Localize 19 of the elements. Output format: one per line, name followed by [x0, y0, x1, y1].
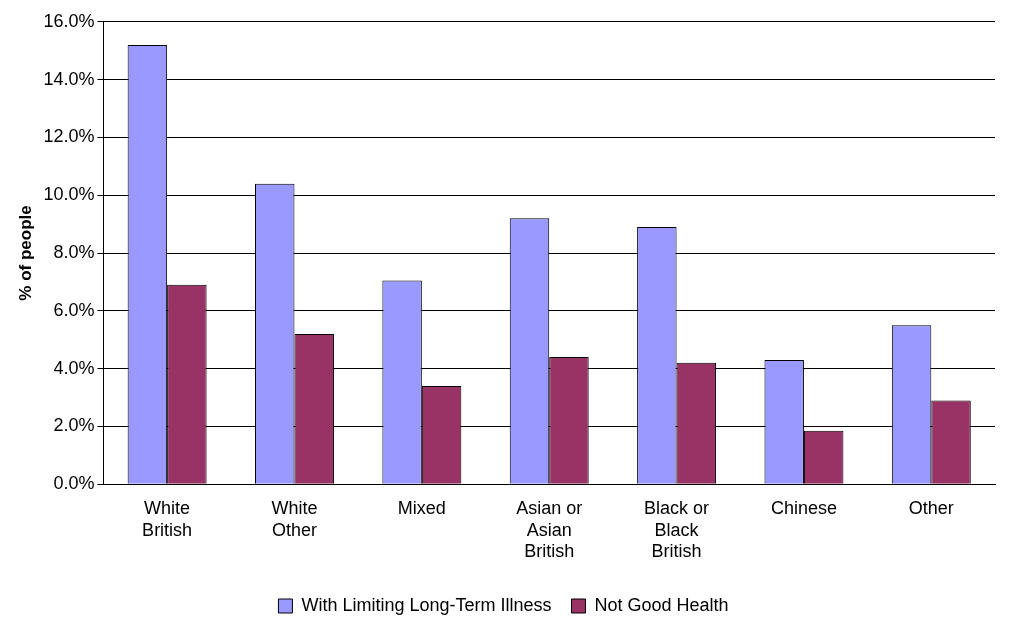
y-tick-label: 6.0%	[53, 299, 95, 320]
x-tick-label: White Other	[271, 497, 318, 540]
y-tick-label: 16.0%	[43, 10, 95, 31]
y-tick-label: 4.0%	[53, 357, 95, 378]
y-tick-label: 12.0%	[43, 126, 95, 147]
x-tick-label: Asian or Asian British	[516, 497, 583, 562]
y-tick-label: 2.0%	[53, 415, 95, 436]
x-tick-label: Other	[908, 497, 954, 518]
y-tick-label: 0.0%	[53, 473, 95, 494]
x-tick-label: Black or Black British	[644, 497, 710, 562]
x-tick-label: Chinese	[770, 497, 837, 518]
legend-label: With Limiting Long-Term Illness	[301, 594, 552, 615]
y-tick-label: 10.0%	[43, 184, 95, 205]
y-tick-label: 8.0%	[53, 241, 95, 262]
x-tick-label: Mixed	[397, 497, 446, 518]
x-tick-label: White British	[142, 497, 193, 540]
y-tick-label: 14.0%	[43, 68, 95, 89]
legend-label: Not Good Health	[594, 594, 729, 615]
y-axis-title: % of people	[15, 205, 35, 301]
